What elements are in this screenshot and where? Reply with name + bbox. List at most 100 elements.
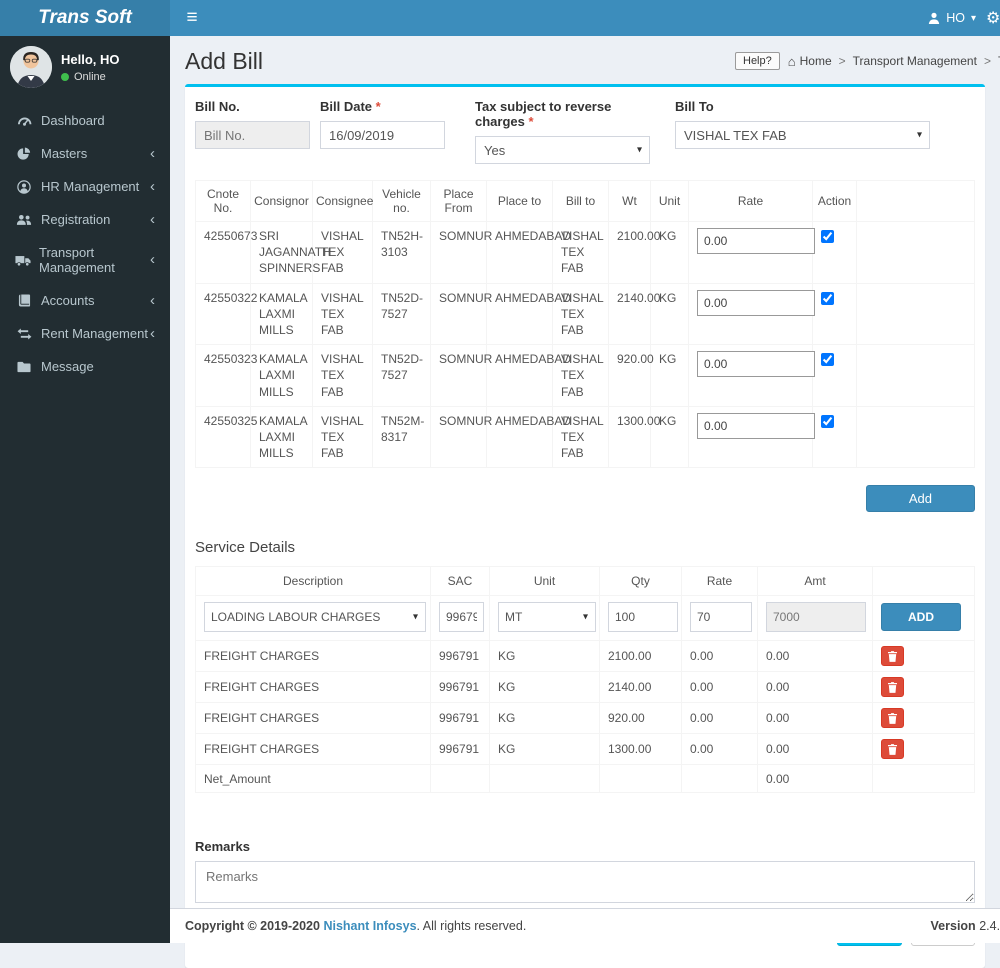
rate-input[interactable] — [697, 289, 815, 316]
add-button[interactable]: Add — [865, 485, 975, 513]
service-unit-select[interactable]: MT — [498, 602, 596, 633]
chevron-left-icon: ‹ — [150, 210, 155, 228]
spacer-cell — [856, 221, 975, 284]
delete-service-button[interactable] — [881, 708, 904, 729]
company-link[interactable]: Nishant Infosys — [323, 919, 417, 933]
content-wrapper: Add Bill Help? ⌂ Home Transport Manageme… — [170, 36, 1000, 968]
col-rate: Rate — [688, 180, 813, 222]
cell-description: FREIGHT CHARGES — [195, 733, 431, 766]
cell-unit: KG — [650, 344, 689, 407]
cell-consignor: SRI JAGANNATH SPINNERS — [250, 221, 331, 284]
select-cnote-checkbox[interactable] — [821, 291, 834, 305]
trash-icon — [888, 712, 897, 724]
cell-consignee: VISHAL TEX FAB — [312, 344, 373, 407]
cell-unit: KG — [650, 405, 689, 469]
empty-cell — [681, 764, 758, 794]
sidebar-toggle-button[interactable]: ≡ — [170, 0, 214, 36]
truck-icon — [15, 254, 31, 267]
app-logo[interactable]: Trans Soft — [0, 0, 170, 36]
col-sac: SAC — [430, 566, 490, 597]
delete-service-button[interactable] — [881, 739, 904, 760]
cell-place-to: AHMEDABAD — [486, 344, 571, 407]
delete-service-button[interactable] — [881, 646, 904, 667]
bill-to-select[interactable]: VISHAL TEX FAB — [675, 121, 930, 149]
sidebar-item-accounts[interactable]: Accounts ‹ — [0, 284, 170, 317]
cell-bill-to: VISHAL TEX FAB — [552, 282, 609, 346]
select-cnote-checkbox[interactable] — [821, 353, 834, 367]
service-description-select[interactable]: LOADING LABOUR CHARGES — [204, 602, 426, 633]
settings-menu[interactable]: ⚙ — [986, 8, 1000, 28]
pie-chart-icon — [15, 147, 33, 161]
chevron-left-icon: ‹ — [150, 291, 155, 309]
cell-amt: 0.00 — [757, 671, 873, 704]
trash-icon — [888, 743, 897, 755]
tax-reverse-select[interactable]: Yes — [475, 136, 650, 164]
col-consignor: Consignor — [250, 180, 313, 222]
col-cnote-no: Cnote No. — [195, 180, 251, 222]
empty-cell — [872, 764, 975, 794]
cell-place-from: SOMNUR — [430, 405, 492, 469]
copyright-text: Copyright © 2019-2020 Nishant Infosys. A… — [185, 919, 527, 933]
chevron-left-icon: ‹ — [150, 177, 155, 195]
cnote-row: 42550323 KAMALA LAXMI MILLS VISHAL TEX F… — [195, 344, 975, 407]
rate-input[interactable] — [697, 412, 815, 439]
user-icon — [928, 12, 940, 24]
help-button[interactable]: Help? — [735, 52, 780, 70]
service-sac-input[interactable] — [439, 602, 484, 633]
sidebar-item-message[interactable]: Message — [0, 350, 170, 383]
service-qty-input[interactable] — [608, 602, 678, 633]
cell-consignee: VISHAL TEX FAB — [312, 221, 373, 284]
cell-rate: 0.00 — [681, 671, 758, 704]
cell-rate: 0.00 — [681, 733, 758, 766]
cell-amt: 0.00 — [757, 640, 873, 673]
rate-input[interactable] — [697, 228, 815, 254]
service-header-row: Description SAC Unit Qty Rate Amt — [195, 566, 975, 597]
bill-no-field[interactable] — [195, 121, 310, 149]
online-status[interactable]: Online — [61, 71, 120, 83]
cell-unit: KG — [489, 733, 600, 766]
delete-service-button[interactable] — [881, 677, 904, 698]
sidebar-item-transport-management[interactable]: Transport Management ‹ — [0, 236, 170, 284]
sidebar-item-masters[interactable]: Masters ‹ — [0, 137, 170, 170]
sidebar-item-label: Masters — [41, 146, 88, 161]
rate-input[interactable] — [697, 351, 815, 378]
online-status-label: Online — [74, 70, 106, 83]
cnote-table: Cnote No. Consignor Consignee Vehicle no… — [195, 180, 975, 469]
cell-vehicle: TN52D-7527 — [372, 344, 431, 407]
caret-down-icon: ▾ — [970, 12, 976, 24]
col-description: Description — [195, 566, 431, 597]
select-cnote-checkbox[interactable] — [821, 414, 834, 428]
service-rate-input[interactable] — [690, 602, 752, 633]
bill-date-label: Bill Date * — [320, 99, 381, 114]
cell-place-from: SOMNUR — [430, 221, 492, 284]
user-menu-label: HO — [946, 11, 965, 25]
sidebar-item-registration[interactable]: Registration ‹ — [0, 203, 170, 236]
col-place-from: Place From — [430, 180, 487, 222]
spacer-cell — [856, 282, 975, 346]
cell-description: FREIGHT CHARGES — [195, 702, 431, 735]
bill-date-field[interactable] — [320, 121, 445, 149]
net-amount-label: Net_Amount — [195, 764, 431, 794]
user-menu[interactable]: HO ▾ — [918, 0, 986, 36]
breadcrumb-transport-management[interactable]: Transport Management — [832, 54, 977, 68]
col-vehicle-no: Vehicle no. — [372, 180, 431, 222]
service-add-button[interactable]: ADD — [881, 603, 961, 632]
sidebar-item-hr-management[interactable]: HR Management ‹ — [0, 170, 170, 203]
col-service-action — [872, 566, 975, 597]
gears-icon: ⚙ — [986, 10, 1000, 27]
cnote-row: 42550673 SRI JAGANNATH SPINNERS VISHAL T… — [195, 221, 975, 284]
sidebar-item-rent-management[interactable]: Rent Management ‹ — [0, 317, 170, 350]
content-header: Add Bill Help? ⌂ Home Transport Manageme… — [170, 36, 1000, 84]
select-cnote-checkbox[interactable] — [821, 230, 834, 243]
breadcrumb-home[interactable]: Home — [799, 54, 832, 68]
tax-reverse-label: Tax subject to reverse charges * — [475, 99, 612, 129]
remarks-textarea[interactable] — [195, 861, 975, 904]
sidebar-item-label: Registration — [41, 212, 111, 227]
required-asterisk: * — [528, 114, 534, 129]
cell-place-from: SOMNUR — [430, 282, 492, 346]
cell-cnote: 42550323 — [195, 344, 257, 407]
avatar — [10, 46, 52, 88]
sidebar-item-dashboard[interactable]: Dashboard — [0, 104, 170, 137]
breadcrumb-transaction[interactable]: Transaction — [977, 54, 1000, 68]
service-entry-row: LOADING LABOUR CHARGES MT — [195, 595, 975, 642]
